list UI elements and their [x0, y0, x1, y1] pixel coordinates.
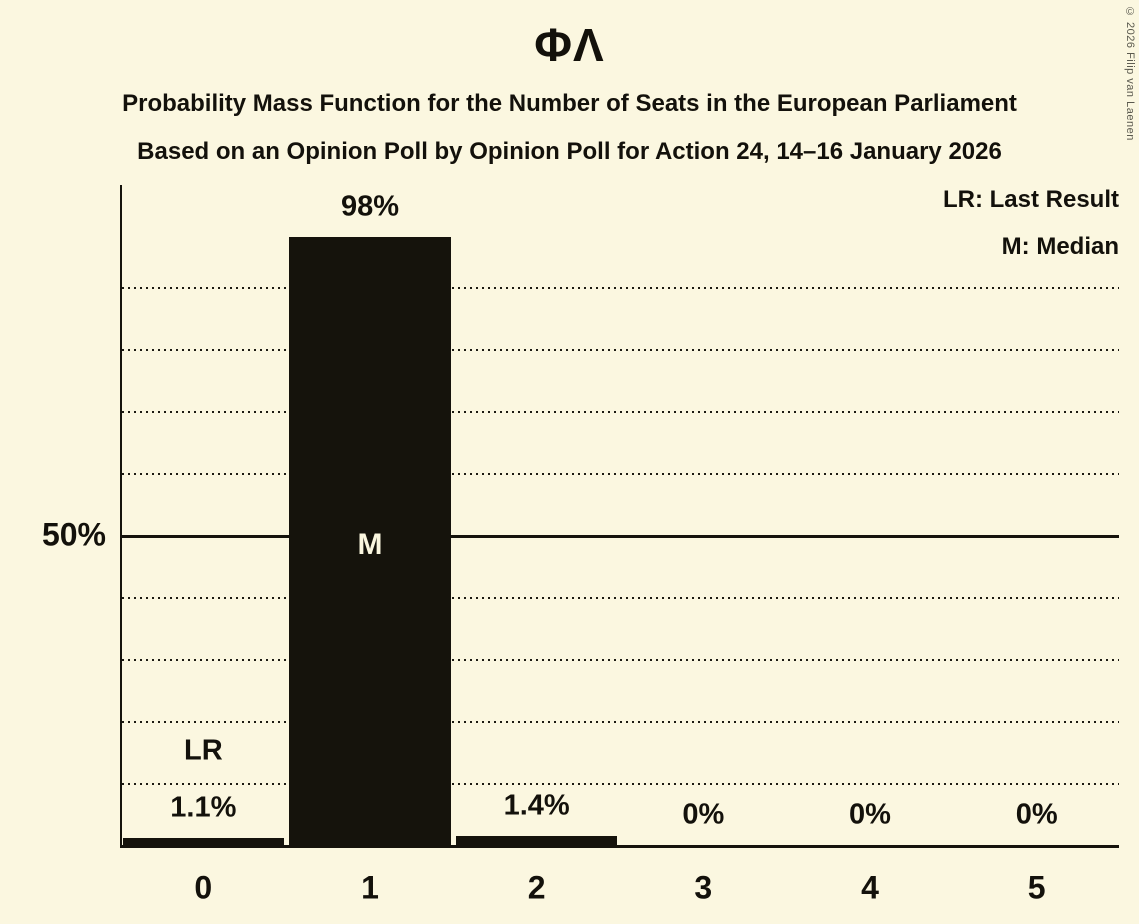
bar-seat-2 — [455, 836, 618, 848]
chart-subtitle-line2: Based on an Opinion Poll by Opinion Poll… — [137, 138, 1002, 165]
x-tick-label-5: 5 — [1027, 869, 1046, 906]
x-tick-label-1: 1 — [361, 869, 379, 906]
y-axis-line — [120, 185, 122, 848]
gridline-80pct — [122, 349, 1119, 351]
gridline-40pct — [122, 597, 1119, 599]
x-tick-label-4: 4 — [861, 869, 879, 906]
gridline-10pct — [122, 783, 1119, 785]
plot-area — [120, 185, 1120, 848]
median-marker-label: M — [357, 528, 383, 561]
bar-seat-1 — [289, 237, 451, 848]
x-tick-label-2: 2 — [527, 869, 546, 906]
gridline-90pct — [122, 287, 1119, 289]
gridline-70pct — [122, 411, 1119, 413]
gridline-60pct — [122, 473, 1119, 475]
last-result-marker-label: LR — [183, 734, 223, 767]
gridline-50pct — [122, 535, 1119, 538]
value-label-seat-0: 1.1% — [170, 791, 237, 824]
bar-seat-0 — [122, 838, 285, 848]
value-label-seat-1: 98% — [340, 190, 400, 223]
chart-title: ΦΛ — [534, 19, 605, 71]
gridline-20pct — [122, 721, 1119, 723]
x-tick-label-0: 0 — [194, 869, 213, 906]
x-tick-label-3: 3 — [694, 869, 713, 906]
x-axis-line — [120, 845, 1119, 848]
chart-subtitle-line1: Probability Mass Function for the Number… — [122, 90, 1017, 117]
legend-last-result: LR: Last Result — [942, 186, 1119, 213]
value-label-seat-2: 1.4% — [503, 789, 570, 822]
gridline-30pct — [122, 659, 1119, 661]
y-tick-label-50%: 50% — [41, 516, 106, 553]
value-label-seat-5: 0% — [1015, 798, 1058, 831]
value-label-seat-4: 0% — [849, 798, 891, 831]
value-label-seat-3: 0% — [682, 798, 725, 831]
copyright-notice: © 2026 Filip van Laenen — [1124, 6, 1136, 141]
legend-median: M: Median — [1001, 233, 1119, 260]
